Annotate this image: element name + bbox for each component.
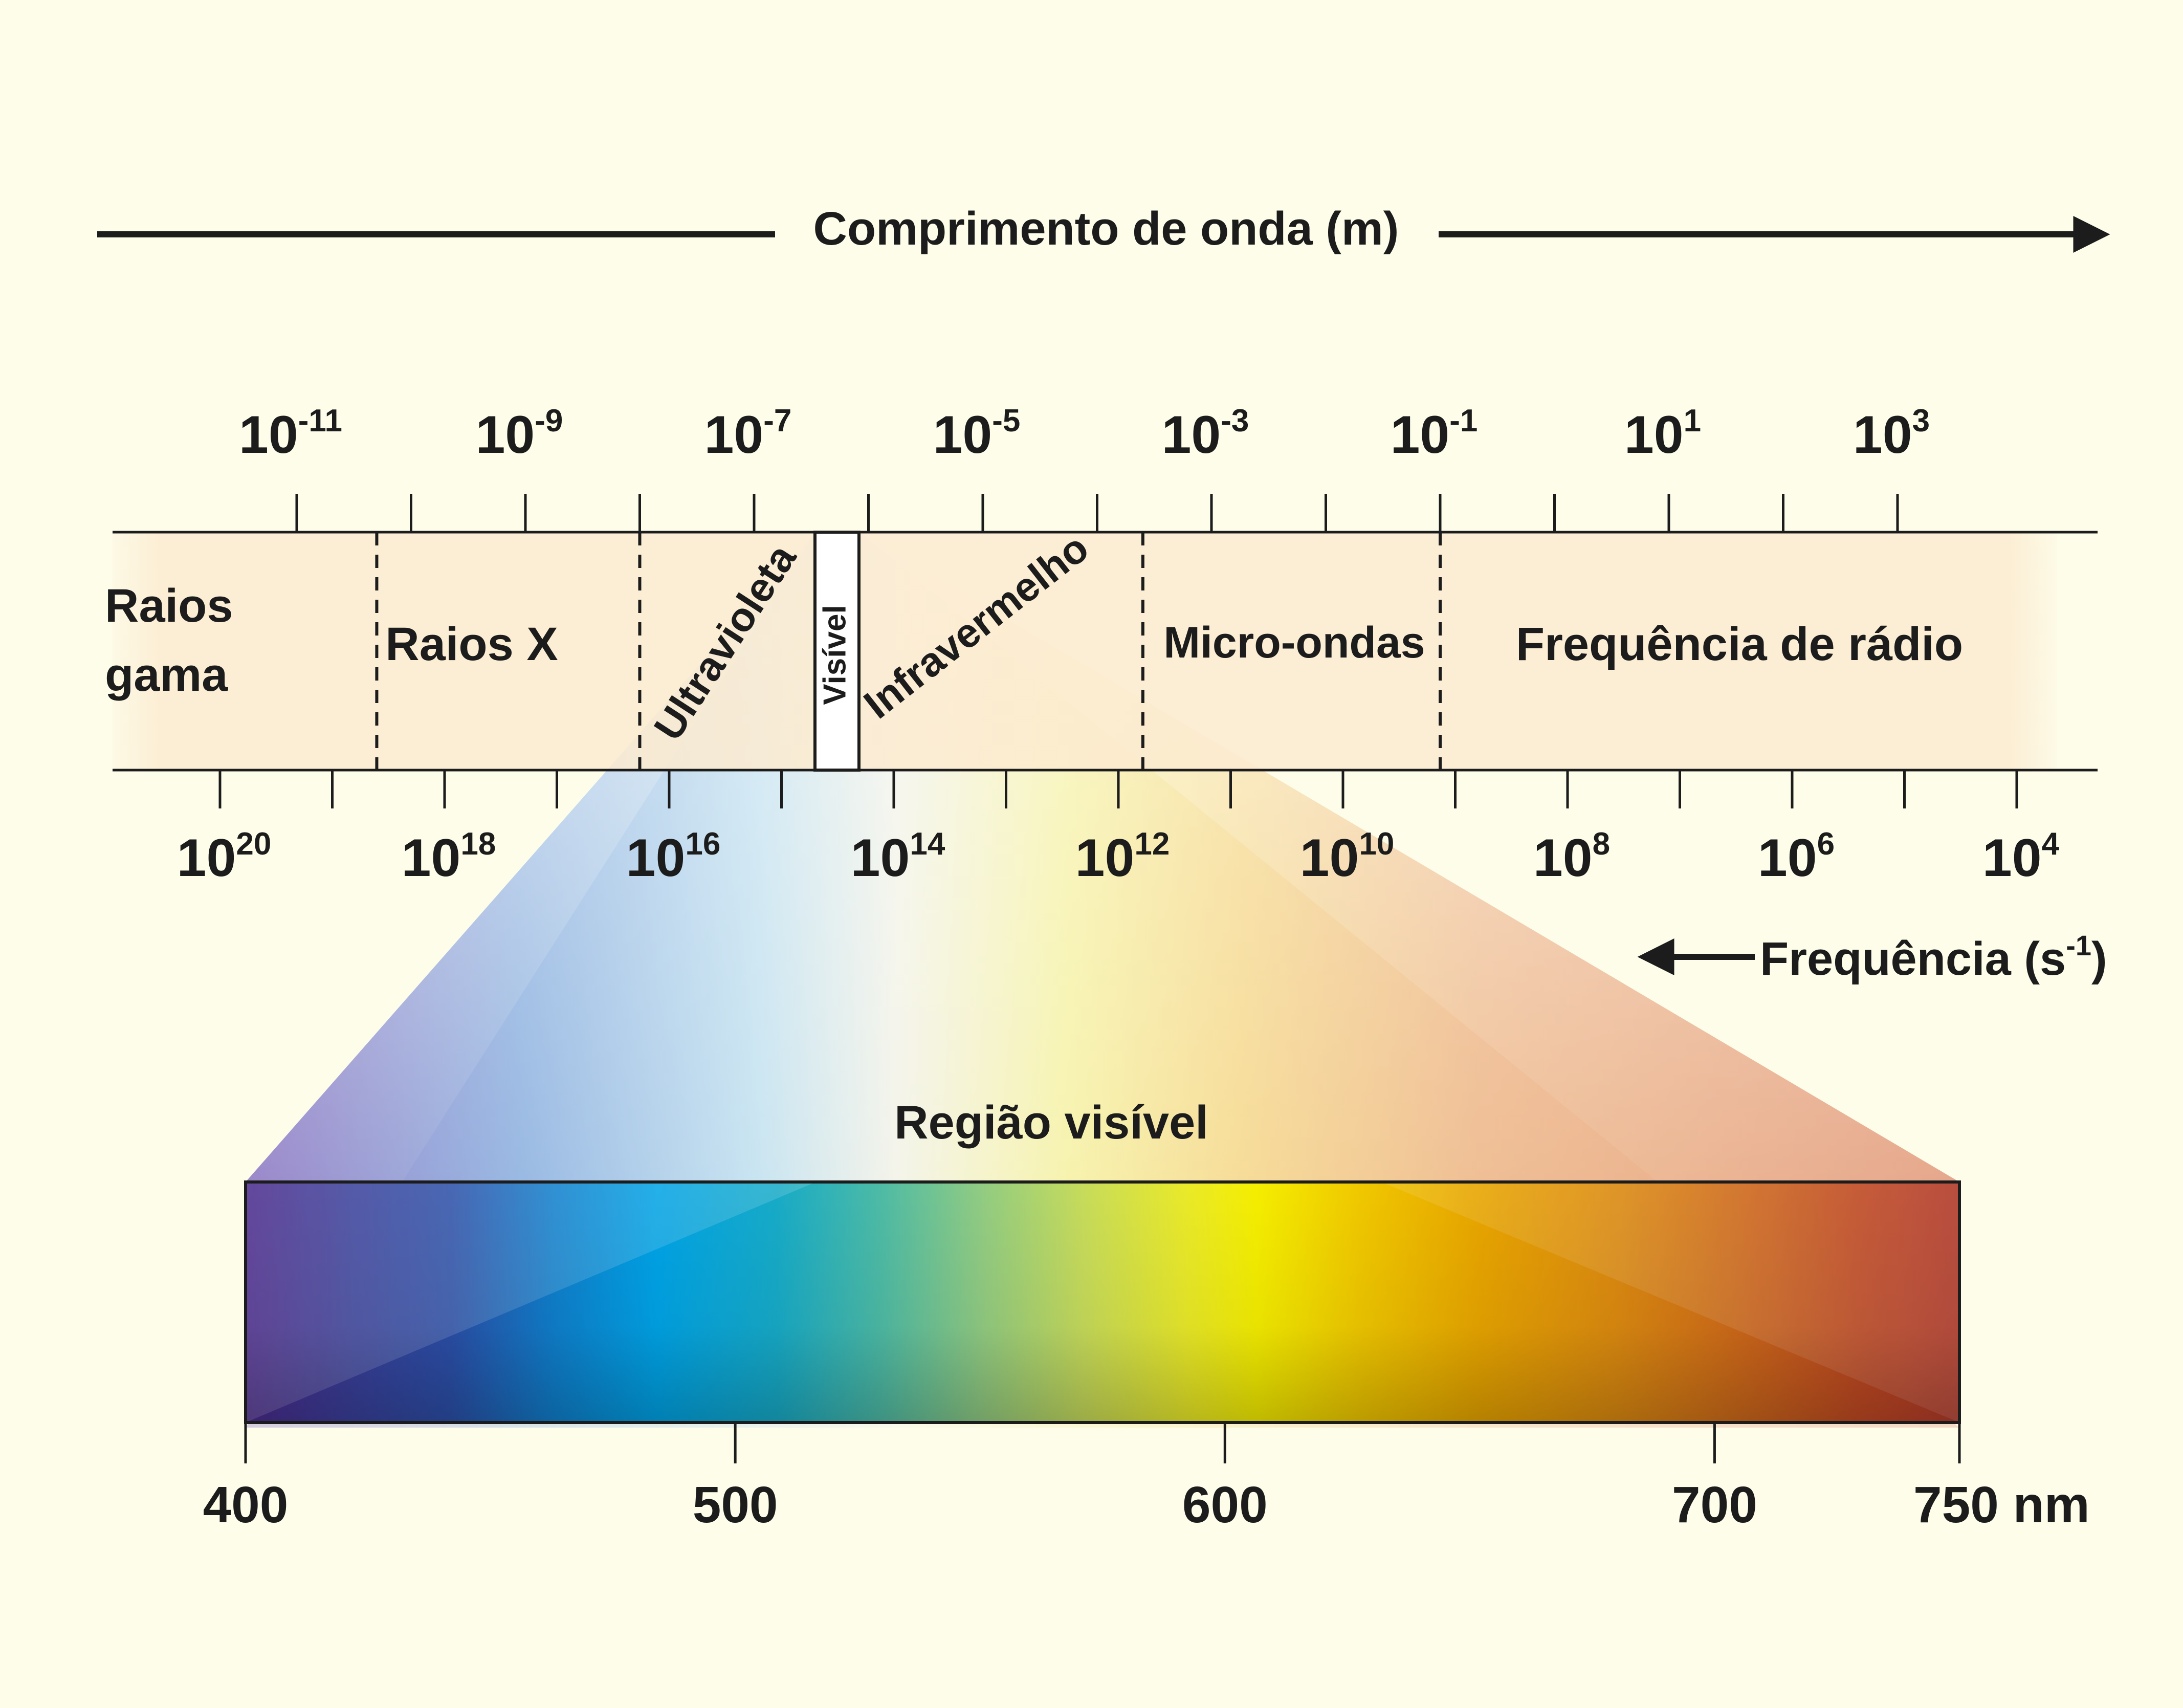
region-label-microwave: Micro-ondas xyxy=(1163,618,1425,667)
frequency-tick-labels: 1020 1018 1016 1014 1012 1010 108 106 104 xyxy=(177,826,2060,888)
frequency-tick-label: 108 xyxy=(1533,826,1610,888)
wavelength-axis-label: Comprimento de onda (m) xyxy=(813,203,1399,255)
region-label-visible: Visível xyxy=(817,605,852,705)
frequency-tick-label: 1018 xyxy=(402,826,496,888)
visible-spectrum-bar xyxy=(244,1180,1961,1424)
visible-tick-label: 500 xyxy=(693,1476,778,1534)
visible-tick-label: 700 xyxy=(1672,1476,1757,1534)
wavelength-tick-labels: 10-11 10-9 10-7 10-5 10-3 10-1 101 103 xyxy=(239,403,1930,465)
visible-tick-label: 400 xyxy=(203,1476,289,1534)
wavelength-tick-label: 10-5 xyxy=(933,403,1021,465)
visible-tick-label: 750 nm xyxy=(1913,1476,2090,1534)
wavelength-tick-label: 10-9 xyxy=(476,403,563,465)
region-label-gamma-2: gama xyxy=(105,649,228,701)
spectrum-band xyxy=(113,531,2098,772)
region-label-xray: Raios X xyxy=(385,618,558,670)
wavelength-tick-label: 10-3 xyxy=(1162,403,1249,465)
visible-region-title: Região visível xyxy=(894,1097,1208,1149)
frequency-tick-label: 106 xyxy=(1758,826,1835,888)
frequency-tick-label: 1020 xyxy=(177,826,272,888)
wavelength-tick-label: 10-11 xyxy=(239,403,342,465)
wavelength-tick-label: 103 xyxy=(1853,403,1930,465)
wavelength-tick-label: 101 xyxy=(1624,403,1701,465)
visible-tick-label: 600 xyxy=(1182,1476,1268,1534)
region-dividers xyxy=(375,532,1442,770)
frequency-tick-label: 104 xyxy=(1982,826,2060,888)
visible-ticks xyxy=(244,1422,1961,1463)
wavelength-tick-label: 10-7 xyxy=(704,403,792,465)
frequency-tick-label: 1010 xyxy=(1300,826,1395,888)
frequency-axis-label: Frequência (s-1) xyxy=(1760,929,2107,985)
visible-slot xyxy=(813,531,861,772)
wavelength-tick-label: 10-1 xyxy=(1391,403,1478,465)
frequency-minor-ticks xyxy=(218,770,2018,808)
frequency-tick-label: 1014 xyxy=(851,826,945,888)
region-label-radio: Frequência de rádio xyxy=(1516,618,1963,670)
wavelength-minor-ticks xyxy=(295,494,1899,532)
region-label-gamma: Raios xyxy=(105,580,233,632)
visible-tick-labels: 400 500 600 700 750 nm xyxy=(203,1476,2090,1534)
frequency-tick-label: 1012 xyxy=(1075,826,1170,888)
frequency-tick-label: 1016 xyxy=(626,826,721,888)
